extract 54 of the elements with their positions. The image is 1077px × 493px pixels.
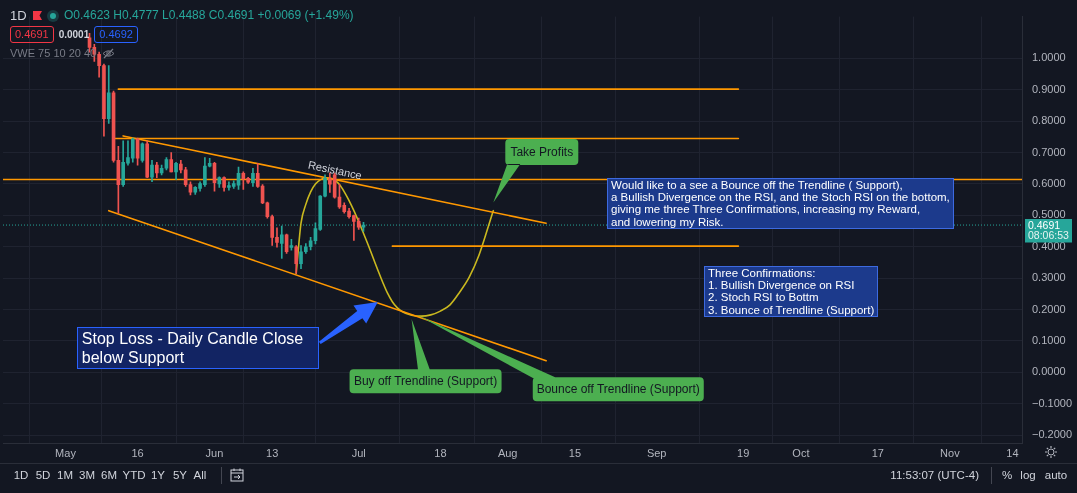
- y-tick-label: 0.1000: [1032, 333, 1066, 346]
- y-tick-label: 0.4000: [1032, 239, 1066, 252]
- annotation: Stop Loss - Daily Candle Close below Support: [76, 326, 319, 369]
- x-tick-label: Oct: [792, 446, 810, 459]
- text: 3M: [79, 468, 95, 482]
- y-tick-label: 0.0000: [1032, 365, 1066, 378]
- x-tick-label: 19: [737, 446, 750, 459]
- text: 1M: [57, 468, 73, 482]
- annotation: Take Profits: [509, 144, 575, 161]
- y-tick-label: 0.9000: [1032, 82, 1066, 95]
- text: All: [193, 468, 207, 482]
- y-tick-label: 0.2000: [1032, 302, 1066, 315]
- annotation: O0.4623 H0.4777 L0.4488 C0.4691 +0.0069 (+1.49%): [64, 8, 354, 22]
- x-tick-label: 14: [1006, 446, 1019, 459]
- ref-line-label: 0.4691: [1028, 218, 1061, 231]
- x-tick-label: Sep: [646, 446, 667, 459]
- y-tick-label: −0.2000: [1032, 428, 1073, 441]
- x-tick-label: May: [55, 446, 77, 459]
- y-tick-label: 0.8000: [1032, 114, 1066, 127]
- text: 6M: [101, 468, 117, 482]
- text: YTD: [122, 468, 146, 482]
- x-tick-label: Nov: [940, 446, 961, 459]
- annotation: 0.4692: [94, 26, 138, 43]
- x-tick-label: Aug: [497, 446, 518, 459]
- x-tick-label: Jun: [205, 446, 224, 459]
- text: log: [1020, 468, 1036, 482]
- y-tick-label: −0.1000: [1032, 396, 1073, 409]
- y-tick-label: 0.5000: [1032, 208, 1066, 221]
- x-tick-label: 15: [568, 446, 582, 459]
- annotation: Bounce off Trendline (Support): [535, 381, 701, 399]
- y-tick-label: 0.3000: [1032, 271, 1066, 284]
- text: 1Y: [150, 468, 166, 482]
- y-tick-label: 1.0000: [1032, 51, 1066, 64]
- annotation: Resistance: [306, 158, 363, 182]
- x-tick-label: 13: [266, 446, 279, 459]
- text: 08:06:53: [1028, 229, 1070, 242]
- annotation: Would like to a see a Bounce off the Trendline ( Support), a Bullish Divergence on the RSI, and the Stoch RSI on the bottom, giving me three Three Confirmations, increasing my Reward, and lowering my Risk.: [607, 178, 954, 229]
- x-tick-label: 16: [131, 446, 144, 459]
- x-tick-label: 18: [434, 446, 447, 459]
- y-tick-label: 0.6000: [1032, 176, 1066, 189]
- chart-title: 1D: [10, 8, 27, 23]
- text: 11:53:07 (UTC-4): [890, 468, 979, 482]
- text: auto: [1044, 468, 1068, 482]
- x-tick-label: Jul: [351, 446, 366, 459]
- text: 1D: [13, 468, 29, 482]
- x-tick-label: 17: [871, 446, 884, 459]
- annotation: 0.0001: [58, 29, 90, 40]
- annotation: 0.4691: [10, 26, 54, 43]
- y-tick-label: 0.7000: [1032, 145, 1066, 158]
- text: 5D: [35, 468, 51, 482]
- text: %: [1001, 468, 1013, 482]
- annotation: Three Confirmations: 1. Bullish Divergence on RSI 2. Stoch RSI to Bottm 3. Bounce of Trendline (Support): [704, 266, 879, 317]
- annotation: Buy off Trendline (Support): [352, 373, 499, 391]
- text: 5Y: [172, 468, 188, 482]
